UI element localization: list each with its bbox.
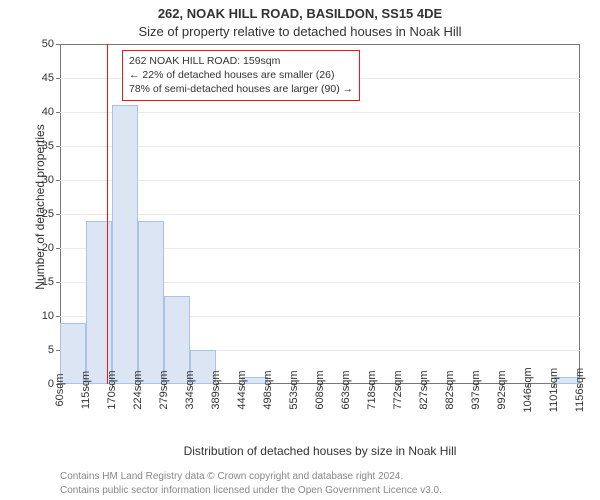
callout-line1: 262 NOAK HILL ROAD: 159sqm: [129, 54, 353, 68]
x-tick-label: 882sqm: [444, 370, 456, 409]
page-title-line1: 262, NOAK HILL ROAD, BASILDON, SS15 4DE: [0, 6, 600, 21]
y-tick-label: 35: [24, 140, 54, 152]
y-tick-mark: [56, 282, 60, 283]
x-tick-label: 553sqm: [288, 370, 300, 409]
x-tick-label: 279sqm: [158, 370, 170, 409]
y-tick-label: 5: [24, 344, 54, 356]
y-tick-mark: [56, 44, 60, 45]
x-tick-label: 498sqm: [262, 370, 274, 409]
x-tick-label: 389sqm: [210, 370, 222, 409]
x-tick-label: 608sqm: [314, 370, 326, 409]
y-tick-mark: [56, 78, 60, 79]
x-tick-label: 827sqm: [418, 370, 430, 409]
gridline: [60, 146, 580, 147]
x-tick-label: 115sqm: [80, 371, 92, 409]
y-tick-mark: [56, 214, 60, 215]
y-tick-label: 0: [24, 378, 54, 390]
y-tick-label: 40: [24, 106, 54, 118]
x-tick-label: 663sqm: [340, 370, 352, 409]
x-tick-label: 444sqm: [236, 370, 248, 409]
x-tick-label: 334sqm: [184, 370, 196, 409]
y-tick-mark: [56, 146, 60, 147]
y-tick-mark: [56, 112, 60, 113]
x-tick-label: 60sqm: [54, 373, 66, 406]
y-tick-label: 20: [24, 242, 54, 254]
x-tick-label: 1046sqm: [522, 367, 534, 412]
x-tick-label: 718sqm: [366, 370, 378, 409]
y-tick-label: 10: [24, 310, 54, 322]
chart-container: 262, NOAK HILL ROAD, BASILDON, SS15 4DE …: [0, 0, 600, 500]
y-tick-label: 45: [24, 72, 54, 84]
callout-line3: 78% of semi-detached houses are larger (…: [129, 82, 353, 96]
x-tick-label: 1101sqm: [548, 368, 560, 412]
x-tick-label: 772sqm: [392, 370, 404, 409]
x-axis-label: Distribution of detached houses by size …: [60, 444, 580, 458]
x-tick-label: 937sqm: [470, 370, 482, 409]
y-tick-label: 15: [24, 276, 54, 288]
y-tick-mark: [56, 248, 60, 249]
y-tick-label: 30: [24, 174, 54, 186]
gridline: [60, 180, 580, 181]
gridline: [60, 112, 580, 113]
histogram-bar: [138, 221, 164, 384]
marker-callout: 262 NOAK HILL ROAD: 159sqm ← 22% of deta…: [122, 50, 360, 101]
x-tick-label: 224sqm: [132, 370, 144, 409]
y-tick-label: 50: [24, 38, 54, 50]
y-tick-label: 25: [24, 208, 54, 220]
gridline: [60, 214, 580, 215]
x-tick-label: 992sqm: [496, 370, 508, 409]
marker-line: [107, 44, 108, 384]
x-tick-label: 1156sqm: [574, 368, 586, 412]
callout-line2: ← 22% of detached houses are smaller (26…: [129, 68, 353, 82]
y-tick-mark: [56, 180, 60, 181]
footer-line2: Contains public sector information licen…: [60, 485, 580, 496]
histogram-bar: [86, 221, 112, 384]
page-title-line2: Size of property relative to detached ho…: [0, 24, 600, 39]
plot-area: 0510152025303540455060sqm115sqm170sqm224…: [60, 44, 580, 384]
footer-line1: Contains HM Land Registry data © Crown c…: [60, 471, 580, 482]
histogram-bar: [112, 105, 138, 384]
y-tick-mark: [56, 316, 60, 317]
